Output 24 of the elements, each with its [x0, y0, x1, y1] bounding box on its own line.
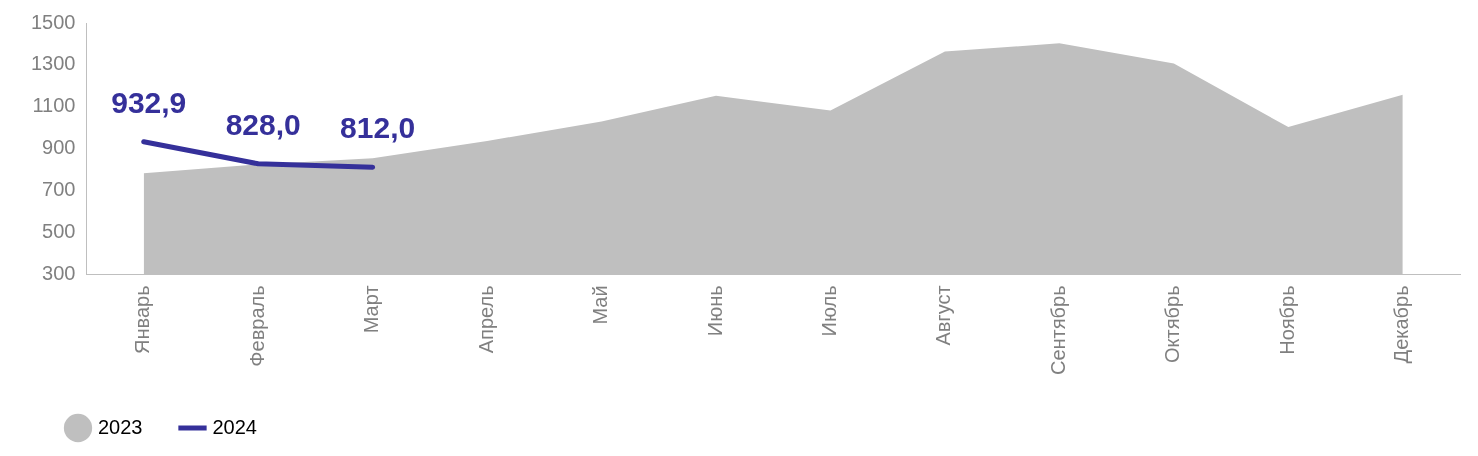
- x-tick-label: Июнь: [703, 285, 726, 337]
- legend-label: 2024: [212, 415, 257, 438]
- y-tick-label: 500: [42, 220, 76, 243]
- data-label: 932,9: [111, 86, 187, 120]
- x-tick-label: Март: [360, 285, 383, 334]
- x-tick-label: Ноябрь: [1275, 285, 1298, 355]
- x-tick-label: Октябрь: [1161, 285, 1184, 363]
- x-tick-label: Август: [932, 285, 955, 346]
- x-tick-label: Май: [589, 285, 612, 325]
- y-tick-label: 1100: [32, 94, 76, 117]
- y-tick-label: 300: [42, 261, 76, 284]
- y-tick-label: 900: [42, 136, 76, 159]
- x-tick-label: Февраль: [245, 285, 268, 367]
- legend-label: 2023: [98, 415, 143, 438]
- x-tick-label: Июль: [817, 285, 840, 337]
- x-tick-label: Сентябрь: [1046, 285, 1069, 376]
- data-label: 812,0: [340, 111, 416, 145]
- x-tick-label: Январь: [131, 285, 154, 354]
- y-tick-label: 1500: [30, 10, 76, 33]
- y-tick-label: 700: [42, 178, 76, 201]
- x-tick-label: Декабрь: [1390, 285, 1413, 364]
- x-tick-label: Апрель: [474, 285, 497, 354]
- y-tick-label: 1300: [30, 52, 76, 75]
- data-label: 828,0: [225, 108, 301, 142]
